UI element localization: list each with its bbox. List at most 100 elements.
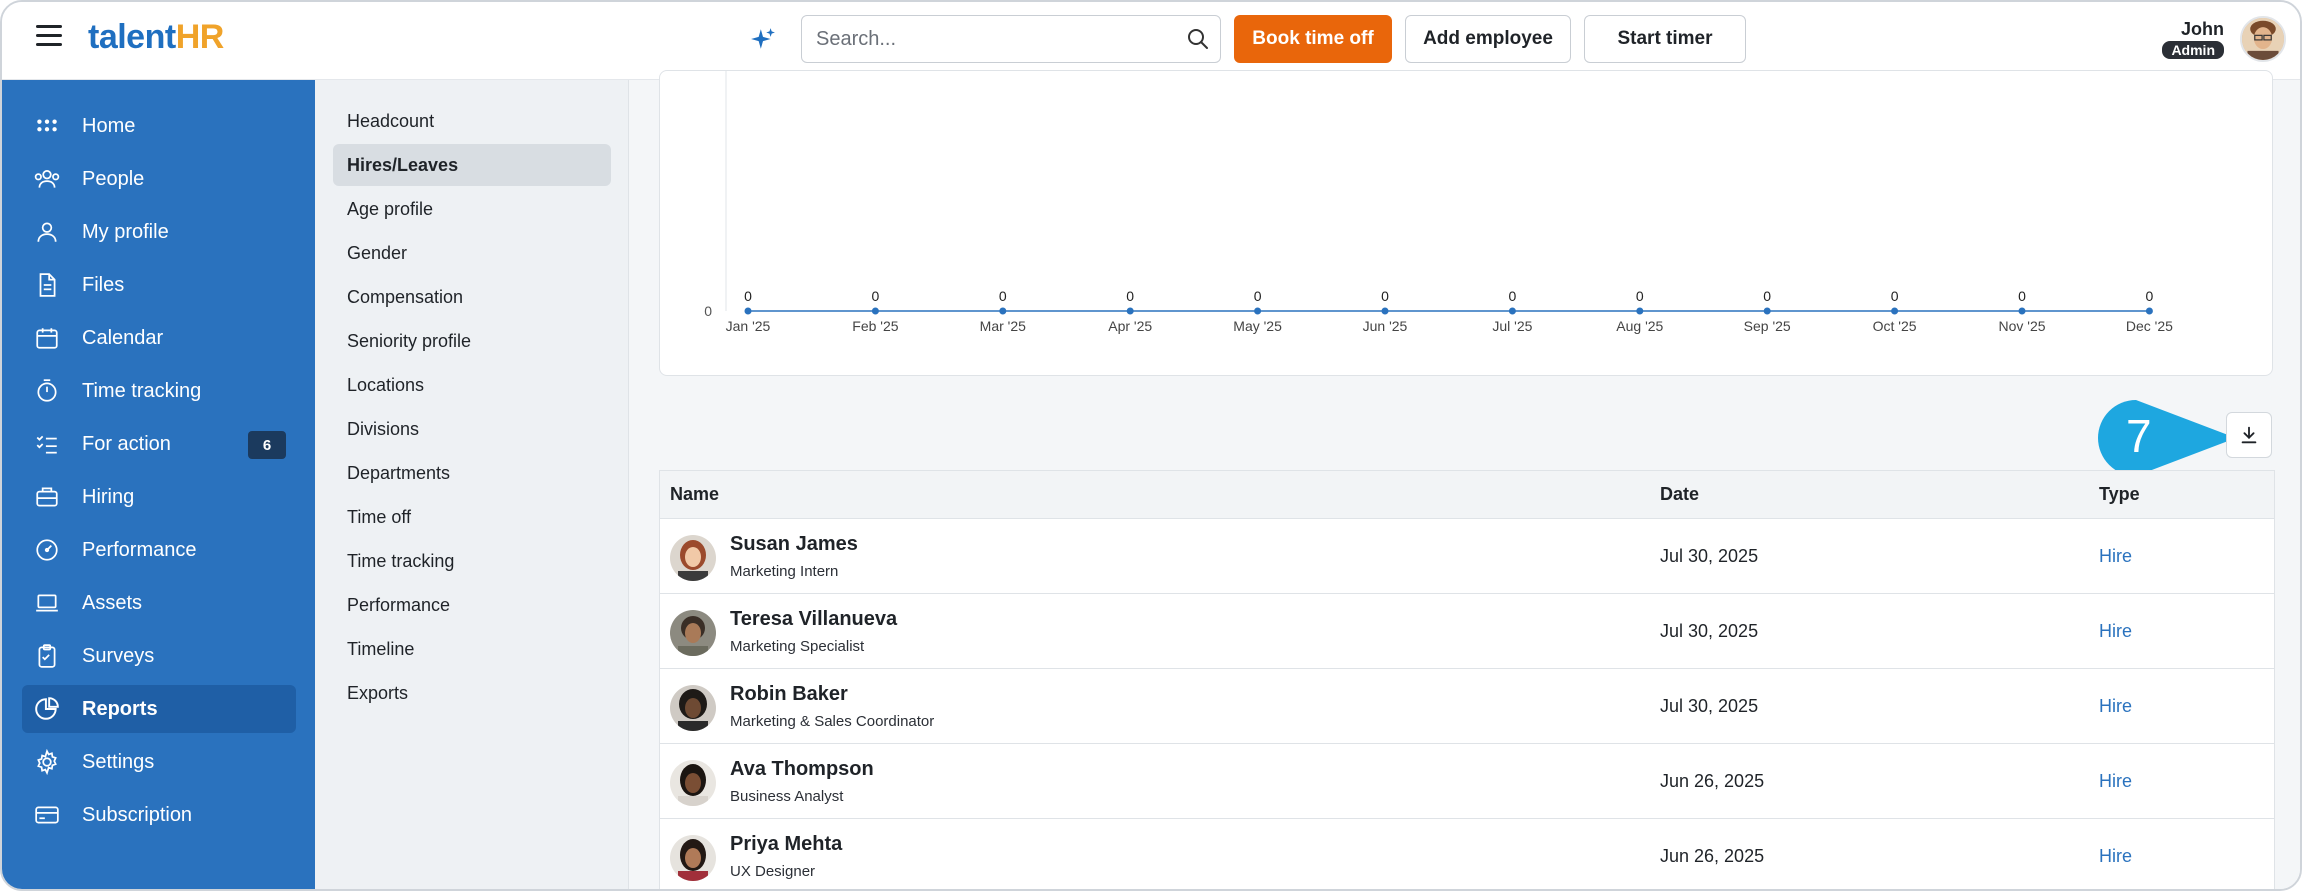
submenu-locations[interactable]: Locations [347,374,425,395]
sidebar-item-label: Settings [82,750,155,773]
sidebar-item-files[interactable]: Files [22,261,296,309]
data-point [1381,307,1389,315]
sidebar-item-subscription[interactable]: Subscription [22,791,296,839]
row-date: Jul 30, 2025 [1660,546,1759,566]
search-input[interactable] [802,16,1162,62]
person-title: Marketing Specialist [730,638,865,655]
person-name: Teresa Villanueva [730,608,898,630]
avatar [670,760,716,806]
submenu-exports[interactable]: Exports [347,682,409,703]
column-header-name[interactable]: Name [670,484,720,504]
calendar-icon [36,328,58,349]
add-employee-button[interactable]: Add employee [1405,15,1571,63]
submenu-departments[interactable]: Departments [347,462,451,483]
submenu-age-profile[interactable]: Age profile [347,198,434,219]
book-time-off-button[interactable]: Book time off [1234,15,1392,63]
sidebar-item-reports[interactable]: Reports [22,685,296,733]
data-label: 0 [872,288,880,304]
sidebar-item-label: Reports [82,697,158,720]
ai-sparkle-icon[interactable] [750,26,776,52]
gauge-icon [36,539,58,561]
user-name: John [2181,18,2224,39]
sidebar-item-surveys[interactable]: Surveys [22,632,296,680]
row-date: Jul 30, 2025 [1660,696,1759,716]
sidebar-item-for-action[interactable]: For action 6 [22,420,296,468]
laptop-icon [36,594,58,612]
table-row[interactable]: Ava Thompson Business Analyst Jun 26, 20… [660,744,2274,819]
data-point [999,307,1007,315]
row-type-link[interactable]: Hire [2099,846,2133,866]
sidebar-item-time-tracking[interactable]: Time tracking [22,367,296,415]
x-tick-label: Jul '25 [1492,318,1532,334]
callout-number: 7 [2126,410,2152,462]
sidebar-item-label: Hiring [82,485,135,508]
column-header-date[interactable]: Date [1660,484,1700,504]
sidebar-item-settings[interactable]: Settings [22,738,296,786]
submenu-divisions[interactable]: Divisions [347,418,420,439]
sidebar-item-label: Surveys [82,644,155,667]
x-tick-label: Jun '25 [1363,318,1408,334]
submenu-gender[interactable]: Gender [347,242,408,263]
row-type-link[interactable]: Hire [2099,771,2133,791]
table-row[interactable]: Teresa Villanueva Marketing Specialist J… [660,594,2274,669]
avatar[interactable] [2240,16,2286,62]
checklist-icon [36,435,57,454]
row-date: Jul 30, 2025 [1660,621,1759,641]
avatar [670,535,716,581]
sidebar-item-home[interactable]: Home [22,102,296,150]
reports-submenu: Headcount Hires/Leaves Age profile Gende… [315,80,629,889]
row-type-link[interactable]: Hire [2099,546,2133,566]
submenu-hires-leaves[interactable]: Hires/Leaves [333,144,611,186]
submenu-performance[interactable]: Performance [347,594,451,615]
person-title: Marketing Intern [730,563,839,580]
search-icon[interactable] [1186,27,1210,51]
logo-accent: HR [175,18,225,56]
sidebar-item-calendar[interactable]: Calendar [22,314,296,362]
data-point [1508,307,1516,315]
data-point [1763,307,1771,315]
download-icon [2241,426,2257,444]
y-tick-label: 0 [704,303,712,319]
sidebar-item-label: Performance [82,538,197,561]
search-box [801,15,1221,63]
submenu-time-tracking[interactable]: Time tracking [347,550,455,571]
sidebar-item-assets[interactable]: Assets [22,579,296,627]
data-label: 0 [744,288,752,304]
table-row[interactable]: Robin Baker Marketing & Sales Coordinato… [660,669,2274,744]
sidebar-item-hiring[interactable]: Hiring [22,473,296,521]
table-row[interactable]: Susan James Marketing Intern Jul 30, 202… [660,519,2274,594]
row-type-link[interactable]: Hire [2099,621,2133,641]
data-point [1126,307,1134,315]
start-timer-button[interactable]: Start timer [1584,15,1746,63]
x-tick-label: Apr '25 [1108,318,1152,334]
person-title: Business Analyst [730,788,844,805]
sidebar-item-people[interactable]: People [22,155,296,203]
person-name: Priya Mehta [730,833,843,855]
row-type-link[interactable]: Hire [2099,696,2133,716]
submenu-timeline[interactable]: Timeline [347,638,415,659]
submenu-seniority-profile[interactable]: Seniority profile [347,330,472,351]
data-point [1254,307,1262,315]
submenu-headcount[interactable]: Headcount [347,110,435,131]
x-tick-label: May '25 [1233,318,1282,334]
menu-icon[interactable] [36,25,62,51]
logo[interactable]: talentHR [88,18,224,57]
column-header-type[interactable]: Type [2099,484,2140,504]
sidebar-item-label: Time tracking [82,379,202,402]
file-icon [39,273,56,297]
download-button[interactable] [2226,412,2272,458]
person-name: Ava Thompson [730,758,874,780]
data-point [744,307,752,315]
sidebar-item-label: Calendar [82,326,164,349]
user-role-badge: Admin [2162,40,2224,59]
sidebar-item-my-profile[interactable]: My profile [22,208,296,256]
user-menu[interactable]: John Admin [2162,14,2286,64]
sidebar-item-label: Subscription [82,803,193,826]
data-point [2145,307,2153,315]
table-row[interactable]: Priya Mehta UX Designer Jun 26, 2025 Hir… [660,819,2274,889]
submenu-time-off[interactable]: Time off [347,506,412,527]
submenu-compensation[interactable]: Compensation [347,286,464,307]
data-label: 0 [1636,288,1644,304]
x-tick-label: Jan '25 [726,318,771,334]
sidebar-item-performance[interactable]: Performance [22,526,296,574]
